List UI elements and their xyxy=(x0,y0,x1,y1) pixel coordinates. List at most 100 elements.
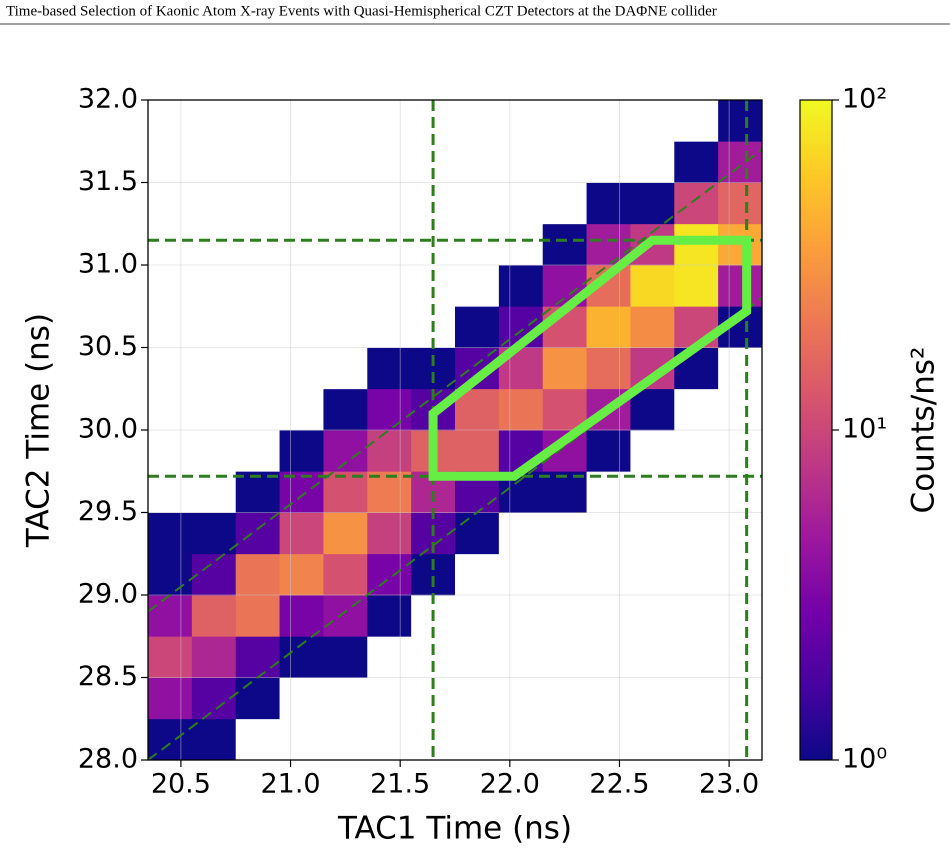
hist-cell xyxy=(279,223,324,266)
hist-cell xyxy=(630,636,675,678)
hist-cell xyxy=(191,347,237,390)
hist-cell xyxy=(148,141,193,183)
hist-cell xyxy=(235,306,280,348)
y-tick-label: 30.0 xyxy=(78,414,138,445)
hist-cell xyxy=(542,471,587,513)
colorbar-tick-label: 10⁰ xyxy=(842,744,887,775)
hist-cell xyxy=(323,388,368,431)
hist-cell xyxy=(367,347,412,390)
y-tick-label: 30.5 xyxy=(78,331,138,362)
y-tick-label: 29.5 xyxy=(78,496,138,527)
hist-cell xyxy=(718,347,762,390)
hist-cell xyxy=(191,595,237,637)
hist-cell xyxy=(279,595,324,637)
hist-cell xyxy=(148,182,193,225)
hist-cell xyxy=(455,512,500,555)
hist-cell xyxy=(455,265,500,307)
hist-cell xyxy=(630,430,675,472)
hist-cell xyxy=(367,471,412,513)
hist-cell xyxy=(630,141,675,183)
hist-cell xyxy=(455,553,500,596)
hist-cell xyxy=(148,100,193,142)
hist-cell xyxy=(674,636,719,678)
hist-cell xyxy=(498,677,544,720)
colorbar xyxy=(799,99,833,761)
hist-cell xyxy=(323,306,368,348)
hist-cell xyxy=(630,265,675,307)
plot-area xyxy=(148,100,762,760)
hist-cell xyxy=(191,677,237,720)
hist-cell xyxy=(367,636,412,678)
hist-cell xyxy=(148,471,193,513)
colorbar-tick-label: 10¹ xyxy=(842,414,887,445)
selection-region xyxy=(428,235,752,481)
hist-cell xyxy=(718,512,762,555)
hist-cell xyxy=(367,223,412,266)
hist-cell xyxy=(718,265,762,307)
hist-cell xyxy=(630,471,675,513)
hist-cell xyxy=(674,471,719,513)
hist-cell xyxy=(718,553,762,596)
hist-cell xyxy=(674,595,719,637)
hist-cell xyxy=(455,430,500,472)
hist-cell xyxy=(191,182,237,225)
hist-cell xyxy=(542,100,587,142)
hist-cell xyxy=(235,265,280,307)
hist-cell xyxy=(586,677,631,720)
hist-cell xyxy=(235,100,280,142)
x-axis-label: TAC1 Time (ns) xyxy=(337,811,572,847)
diagonal-cut xyxy=(148,297,762,760)
hist-cell xyxy=(148,595,193,637)
hist-cell xyxy=(674,677,719,720)
hist-cell xyxy=(235,182,280,225)
hist-cell xyxy=(455,306,500,348)
x-tick-label: 22.0 xyxy=(480,769,540,800)
hist-cell xyxy=(148,553,193,596)
hist-cell xyxy=(279,100,324,142)
hist-cell xyxy=(586,141,631,183)
hist-cell xyxy=(279,718,324,760)
hist-cell xyxy=(674,718,719,760)
hist-cell xyxy=(498,595,544,637)
hist-cell xyxy=(630,388,675,431)
hist-cell xyxy=(148,265,193,307)
hist-cell xyxy=(367,182,412,225)
hist-cell xyxy=(498,223,544,266)
hist-cell xyxy=(367,100,412,142)
hist-cell xyxy=(718,471,762,513)
hist-cell xyxy=(718,595,762,637)
colorbar-tick-label: 10² xyxy=(842,84,887,115)
x-tick-label: 21.0 xyxy=(260,769,320,800)
diagonal-cut xyxy=(148,148,762,613)
hist-cell xyxy=(191,388,237,431)
y-tick-label: 28.5 xyxy=(78,661,138,692)
hist-cell xyxy=(542,388,587,431)
hist-cell xyxy=(279,430,324,472)
hist-cell xyxy=(718,430,762,472)
hist-cell xyxy=(367,141,412,183)
hist-cell xyxy=(323,636,368,678)
hist-cell xyxy=(148,306,193,348)
hist-cell xyxy=(630,512,675,555)
hist-cell xyxy=(586,430,631,472)
hist-cell xyxy=(367,677,412,720)
hist-cell xyxy=(235,553,280,596)
hist-cell xyxy=(586,306,631,348)
hist-cell xyxy=(323,182,368,225)
hist-cell xyxy=(630,553,675,596)
hist-cell xyxy=(542,182,587,225)
hist-cell xyxy=(718,718,762,760)
hist-cell xyxy=(542,512,587,555)
hist-cell xyxy=(542,141,587,183)
hist-cell xyxy=(367,718,412,760)
hist-cell xyxy=(455,718,500,760)
hist-cell xyxy=(586,512,631,555)
hist-cell xyxy=(148,677,193,720)
hist-cell xyxy=(674,182,719,225)
hist-cell xyxy=(630,718,675,760)
hist-cell xyxy=(235,636,280,678)
hist-cell xyxy=(279,141,324,183)
hist-cell xyxy=(498,388,544,431)
colorbar-label: Counts/ns² xyxy=(906,347,942,514)
hist-cell xyxy=(498,141,544,183)
